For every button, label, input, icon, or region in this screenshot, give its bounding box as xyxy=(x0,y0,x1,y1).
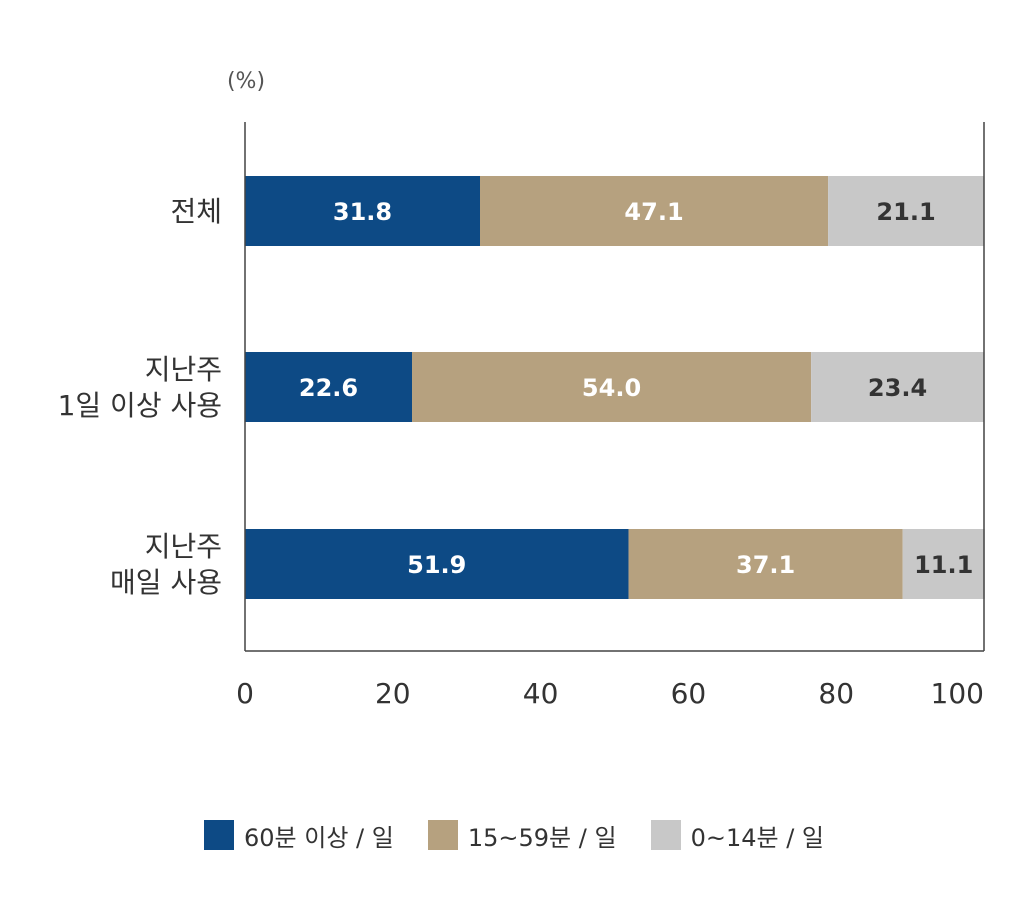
x-tick-label-0: 0 xyxy=(236,677,254,710)
data-label-1-3: 21.1 xyxy=(876,198,935,226)
data-label-3-3: 11.1 xyxy=(914,551,973,579)
bar-segment-3-2 xyxy=(628,529,903,599)
category-label-3-line-2: 매일 사용 xyxy=(110,566,222,599)
data-label-2-1: 22.6 xyxy=(299,374,358,402)
legend: 60분 이상 / 일 15~59분 / 일 0~14분 / 일 xyxy=(0,812,1028,858)
x-tick-label-20: 20 xyxy=(375,677,411,710)
legend-item-0-14min: 0~14분 / 일 xyxy=(650,818,824,853)
unit-label: (%) xyxy=(227,69,265,94)
category-label-3-line-1: 지난주 xyxy=(145,530,222,563)
data-label-2-3: 23.4 xyxy=(868,374,927,402)
x-tick-label-40: 40 xyxy=(523,677,559,710)
data-label-3-2: 37.1 xyxy=(736,551,795,579)
legend-swatch-15-59min xyxy=(427,820,458,850)
x-tick-label-100: 100 xyxy=(931,677,984,710)
legend-item-15-59min: 15~59분 / 일 xyxy=(427,818,617,853)
category-label-2-line-1: 지난주 xyxy=(145,353,222,386)
x-tick-label-80: 80 xyxy=(818,677,854,710)
bar-segment-2-1 xyxy=(245,352,413,422)
bar-segment-3-3 xyxy=(902,529,985,599)
data-label-2-2: 54.0 xyxy=(582,374,641,402)
bar-segment-1-2 xyxy=(480,176,829,246)
bar-segment-3-1 xyxy=(245,529,629,599)
category-label-1-line-1: 전체 xyxy=(170,195,222,228)
legend-label-15-59min: 15~59분 / 일 xyxy=(467,823,617,852)
bar-segment-1-3 xyxy=(828,176,984,246)
data-label-3-1: 51.9 xyxy=(407,551,466,579)
data-label-1-2: 47.1 xyxy=(624,198,683,226)
data-label-1-1: 31.8 xyxy=(333,198,392,226)
category-label-2-line-2: 1일 이상 사용 xyxy=(58,389,222,422)
bar-segment-2-2 xyxy=(412,352,812,422)
legend-swatch-60min-plus xyxy=(204,820,235,850)
bar-segment-2-3 xyxy=(811,352,984,422)
bar-segment-1-1 xyxy=(245,176,481,246)
legend-label-0-14min: 0~14분 / 일 xyxy=(690,823,824,852)
x-tick-label-60: 60 xyxy=(671,677,707,710)
legend-label-60min-plus: 60분 이상 / 일 xyxy=(244,823,394,852)
legend-swatch-0-14min xyxy=(650,820,681,850)
legend-item-60min-plus: 60분 이상 / 일 xyxy=(204,818,394,853)
